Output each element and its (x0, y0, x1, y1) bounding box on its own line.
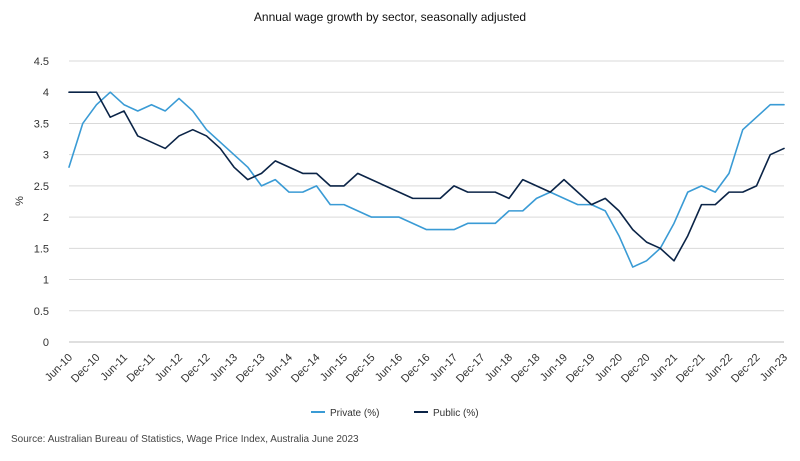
x-axis-ticks: Jun-10Dec-10Jun-11Dec-11Jun-12Dec-12Jun-… (43, 352, 790, 386)
x-tick-label: Dec-17 (454, 352, 488, 386)
x-tick-label: Dec-15 (344, 352, 378, 386)
x-tick-label: Jun-23 (758, 352, 790, 384)
x-tick-label: Dec-18 (509, 352, 543, 386)
x-tick-label: Dec-10 (69, 352, 103, 386)
x-tick-label: Dec-19 (564, 352, 598, 386)
gridlines (69, 60, 784, 343)
y-tick-label: 2 (43, 212, 49, 224)
legend-label: Private (%) (330, 408, 379, 419)
y-axis-title: % (14, 196, 26, 206)
series-line-public (68, 91, 785, 262)
y-tick-label: 1.5 (34, 243, 49, 255)
y-axis-ticks: 0 0.5 1 1.5 2 2.5 3 3.5 4 4.5 (34, 56, 49, 349)
x-tick-label: Dec-16 (399, 352, 433, 386)
x-tick-label: Dec-20 (619, 352, 653, 386)
x-tick-label: Dec-14 (289, 352, 323, 386)
y-tick-label: 4 (43, 87, 49, 99)
x-tick-label: Dec-22 (729, 352, 763, 386)
x-tick-label: Dec-13 (234, 352, 268, 386)
chart-title: Annual wage growth by sector, seasonally… (254, 10, 526, 24)
x-tick-label: Jun-11 (98, 352, 130, 384)
y-tick-label: 2.5 (34, 181, 49, 193)
legend: Private (%) Public (%) (311, 408, 479, 419)
y-tick-label: 0 (43, 337, 49, 349)
y-tick-label: 3.5 (34, 118, 49, 130)
series-lines (68, 91, 785, 268)
y-tick-label: 4.5 (34, 56, 49, 68)
legend-label: Public (%) (433, 408, 479, 419)
series-line-private (68, 91, 785, 268)
x-tick-label: Dec-21 (674, 352, 708, 386)
x-tick-label: Dec-12 (179, 352, 213, 386)
y-tick-label: 0.5 (34, 306, 49, 318)
source-note: Source: Australian Bureau of Statistics,… (11, 434, 359, 445)
y-tick-label: 1 (43, 275, 49, 287)
y-tick-label: 3 (43, 150, 49, 162)
x-tick-label: Dec-11 (125, 352, 158, 385)
